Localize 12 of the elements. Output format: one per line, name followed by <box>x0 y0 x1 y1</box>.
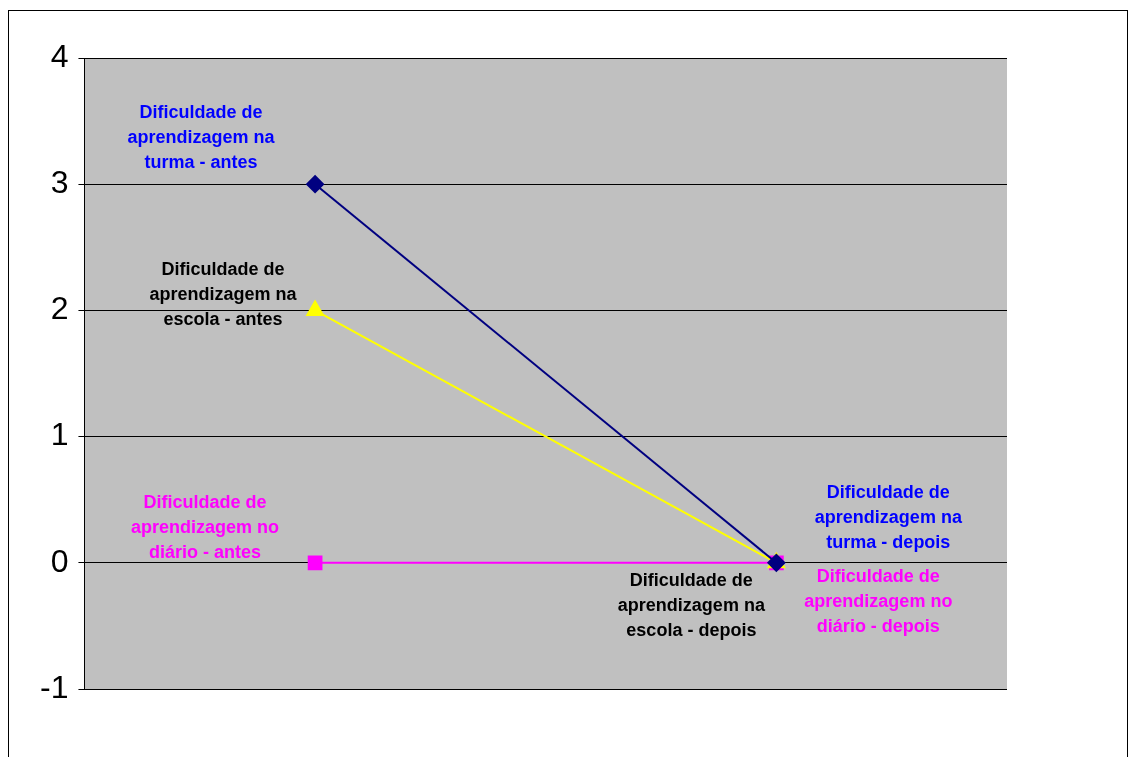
y-tick-label: 0 <box>50 542 69 579</box>
y-tick-label: -1 <box>40 668 69 705</box>
y-tick-label: 3 <box>50 164 69 201</box>
data-label: Dificuldade de aprendizagem no diário - depois <box>804 565 953 636</box>
y-tick-label: 1 <box>50 416 69 453</box>
data-label: Dificuldade de aprendizagem na turma - antes <box>127 102 276 173</box>
data-label: Dificuldade de aprendizagem na turma - depois <box>814 481 963 552</box>
data-label: Dificuldade de aprendizagem na escola - antes <box>149 259 298 330</box>
y-tick-label: 4 <box>50 37 69 74</box>
y-tick-label: 2 <box>50 290 69 327</box>
data-label: Dificuldade de aprendizagem na escola - depois <box>617 569 766 640</box>
data-label: Dificuldade de aprendizagem no diário - antes <box>131 491 280 562</box>
